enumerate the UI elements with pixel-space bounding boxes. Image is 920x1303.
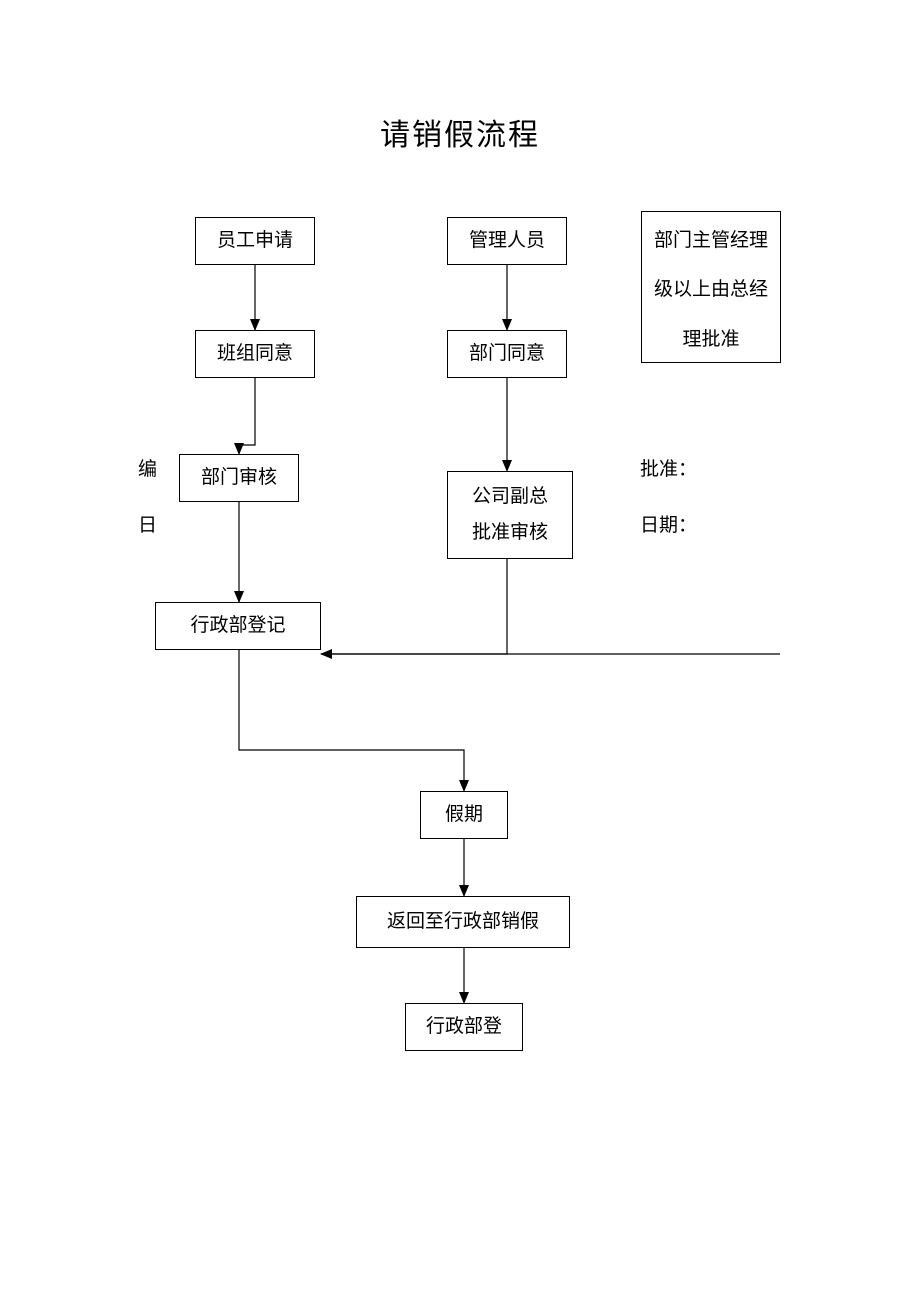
flow-connectors — [0, 0, 920, 1303]
page-title: 请销假流程 — [0, 110, 920, 154]
node-dept-review: 部门审核 — [179, 454, 299, 502]
label-ri: 日 — [138, 510, 157, 537]
node-vacation: 假期 — [420, 791, 508, 839]
node-manager: 管理人员 — [447, 217, 567, 265]
node-admin-register: 行政部登记 — [155, 602, 321, 650]
note-gm-approval: 部门主管经理级以上由总经理批准 — [641, 211, 781, 363]
node-vp-approve: 公司副总批准审核 — [447, 471, 573, 559]
node-dept-agree: 部门同意 — [447, 330, 567, 378]
node-admin-log: 行政部登 — [405, 1003, 523, 1051]
label-date: 日期： — [640, 510, 697, 537]
node-team-agree: 班组同意 — [195, 330, 315, 378]
label-bian: 编 — [138, 454, 157, 481]
node-employee-apply: 员工申请 — [195, 217, 315, 265]
node-return-admin: 返回至行政部销假 — [356, 896, 570, 948]
label-approve: 批准： — [640, 454, 697, 481]
